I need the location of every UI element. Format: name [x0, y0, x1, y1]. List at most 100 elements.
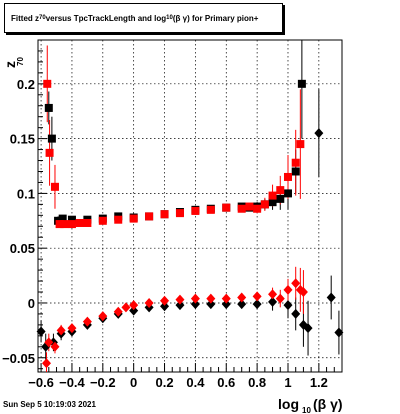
data-point-square	[191, 206, 200, 215]
data-point-diamond	[268, 296, 278, 307]
x-tick-label: 0.4	[186, 375, 205, 390]
data-point-diamond	[291, 278, 301, 289]
title-prefix: Fitted z	[11, 13, 39, 23]
data-point-square	[47, 134, 56, 143]
y-tick-label: 0.1	[17, 186, 35, 201]
title-suffix: (β γ) for Primary pion+	[172, 13, 259, 23]
data-point-diamond	[303, 323, 313, 334]
x-axis-title-log: log	[278, 396, 299, 412]
data-point-diamond	[252, 291, 262, 302]
x-axis-title-arg: (β γ)	[313, 396, 343, 412]
data-point-square	[98, 216, 107, 225]
data-point-square	[58, 214, 67, 223]
x-tick-label: −0.2	[90, 375, 116, 390]
title-log-subscript: 10	[166, 15, 173, 21]
plot-frame	[37, 39, 343, 373]
x-tick-label: −0.4	[59, 375, 85, 390]
data-point-square	[296, 140, 305, 149]
data-point-diamond	[283, 284, 293, 295]
data-point-diamond	[160, 295, 170, 306]
data-point-square	[222, 203, 231, 212]
data-point-square	[291, 167, 300, 176]
title-middle: versus TpcTrackLength and log	[45, 13, 167, 23]
data-point-diamond	[190, 293, 200, 304]
data-point-diamond	[56, 325, 66, 336]
data-point-diamond	[121, 302, 131, 313]
data-point-diamond	[82, 316, 92, 327]
data-point-square	[175, 209, 184, 218]
data-point-square	[114, 215, 123, 224]
axes	[37, 39, 343, 373]
data-point-diamond	[291, 308, 301, 319]
data-point-square	[67, 215, 76, 224]
y-tick-label: 0.2	[17, 77, 35, 92]
data-point-diamond	[190, 299, 200, 310]
data-point-diamond	[314, 128, 324, 139]
data-point-diamond	[175, 294, 185, 305]
y-tick-label: −0.05	[2, 351, 35, 366]
data-markers	[36, 79, 344, 369]
data-point-diamond	[334, 327, 344, 338]
data-point-diamond	[268, 289, 278, 300]
data-point-diamond	[160, 301, 170, 312]
x-tick-label: 0.8	[248, 375, 266, 390]
data-point-diamond	[298, 287, 308, 298]
data-point-diamond	[129, 300, 139, 311]
data-point-diamond	[221, 293, 231, 304]
data-point-diamond	[326, 292, 336, 303]
data-point-diamond	[275, 293, 285, 304]
data-point-diamond	[36, 326, 46, 337]
data-point-square	[253, 204, 262, 213]
data-point-diamond	[144, 297, 154, 308]
y-axis-title-sub: 70	[16, 57, 25, 66]
data-point-square	[44, 103, 53, 112]
data-point-diamond	[67, 323, 77, 334]
data-point-square	[60, 220, 69, 229]
title-z-subscript: 70	[39, 15, 46, 21]
chart-title-box: Fitted z 70 versus TpcTrackLength and log…	[4, 3, 283, 33]
y-tick-label: 0.15	[10, 132, 35, 147]
data-point-diamond	[113, 306, 123, 317]
data-point-square	[245, 202, 254, 211]
data-point-square	[55, 220, 64, 229]
y-tick-label: 0.05	[10, 241, 35, 256]
data-point-square	[83, 218, 92, 227]
data-point-square	[145, 212, 154, 221]
y-axis-title: z 70	[2, 57, 25, 68]
data-point-diamond	[237, 292, 247, 303]
tick-labels: −0.6 −0.4 −0.2 0 0.2 0.4 0.6 0.8 1 1.2 −0.05 0 0.05 0…	[2, 77, 328, 390]
data-point-square	[67, 220, 76, 229]
data-point-square	[291, 158, 300, 167]
data-point-diamond	[98, 311, 108, 322]
data-point-diamond	[50, 341, 60, 352]
data-point-diamond	[129, 305, 139, 316]
data-point-square	[276, 186, 285, 195]
data-point-diamond	[41, 358, 51, 369]
data-point-square	[129, 214, 138, 223]
data-point-square	[45, 148, 54, 157]
data-point-diamond	[252, 299, 262, 310]
data-point-square	[268, 191, 277, 200]
data-point-square	[260, 200, 269, 209]
x-tick-label: −0.6	[28, 375, 54, 390]
data-point-square	[276, 194, 285, 203]
data-point-square	[283, 189, 292, 198]
x-tick-label: 0	[130, 375, 137, 390]
data-point-square	[160, 210, 169, 219]
x-axis-title: log 10 (β γ)	[278, 396, 343, 414]
x-tick-label: 0.6	[217, 375, 235, 390]
x-tick-label: 0.2	[155, 375, 173, 390]
data-point-diamond	[206, 299, 216, 310]
data-point-square	[75, 218, 84, 227]
x-tick-label: 1.2	[310, 375, 328, 390]
data-point-square	[206, 205, 215, 214]
data-point-diamond	[175, 300, 185, 311]
y-tick-label: 0	[28, 296, 35, 311]
x-tick-label: 1	[284, 375, 291, 390]
x-axis-title-sub: 10	[302, 406, 311, 414]
data-point-square	[43, 79, 52, 88]
data-point-diamond	[44, 337, 54, 348]
data-point-square	[50, 182, 59, 191]
data-point-square	[283, 172, 292, 181]
